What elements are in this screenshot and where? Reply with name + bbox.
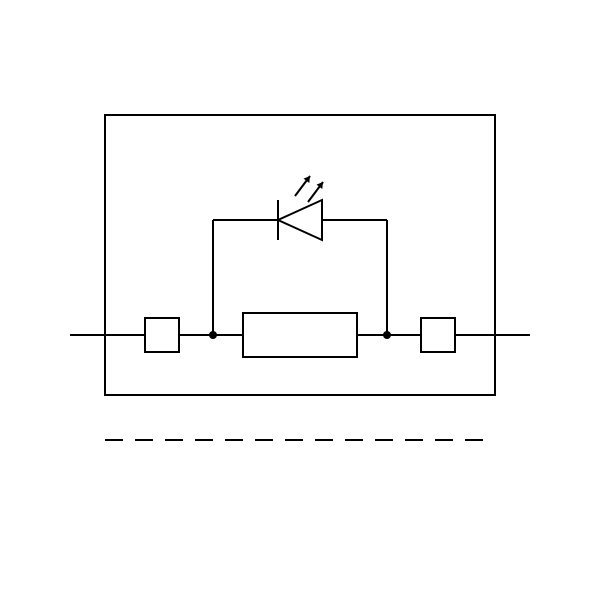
background <box>0 0 600 600</box>
fuse-rect <box>243 313 357 357</box>
circuit-diagram <box>0 0 600 600</box>
left-terminal <box>145 318 179 352</box>
node-2 <box>383 331 391 339</box>
right-terminal <box>421 318 455 352</box>
node-1 <box>209 331 217 339</box>
